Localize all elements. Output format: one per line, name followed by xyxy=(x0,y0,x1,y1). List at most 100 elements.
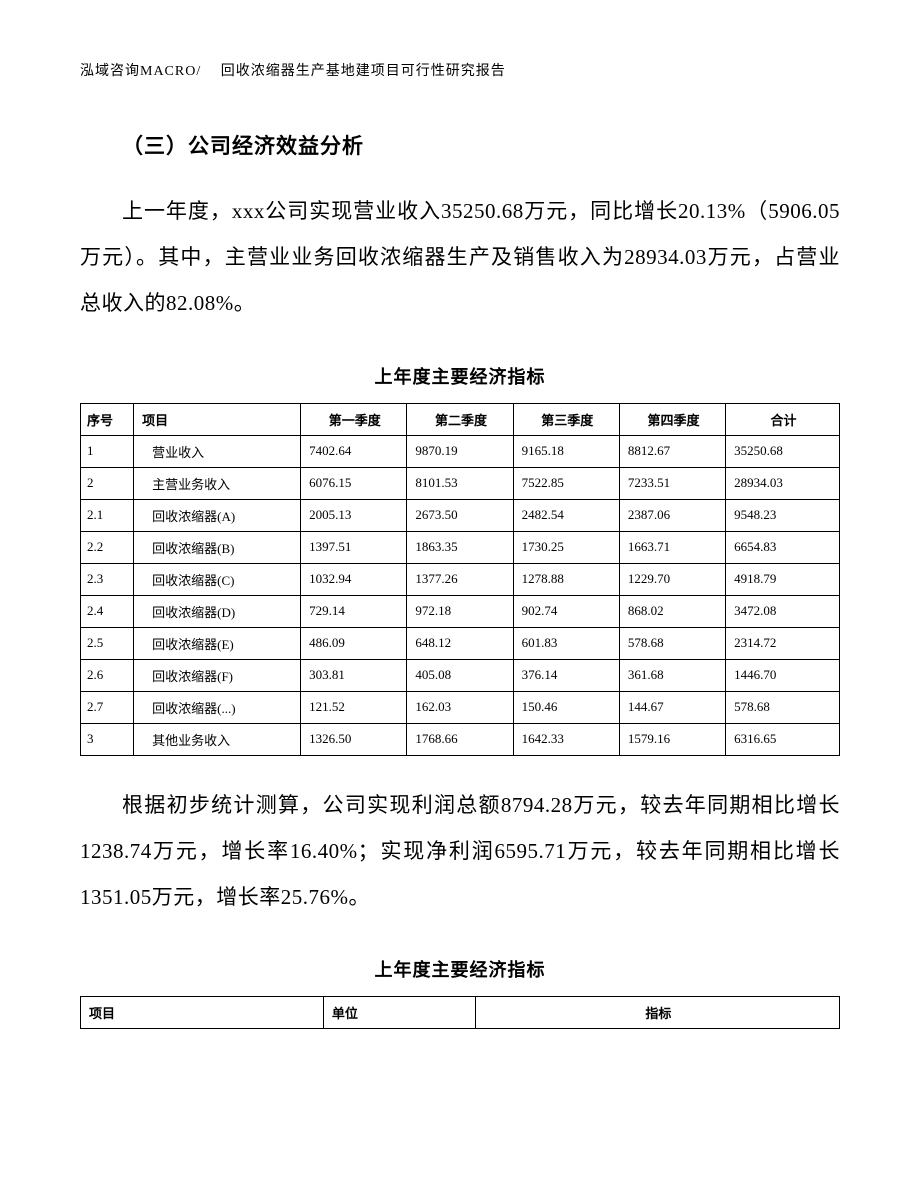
table-cell: 1579.16 xyxy=(619,723,725,755)
table-cell: 1 xyxy=(81,435,134,467)
table-cell: 回收浓缩器(F) xyxy=(134,659,301,691)
economic-indicators-table-2: 项目 单位 指标 xyxy=(80,996,840,1029)
table1-header-cell: 项目 xyxy=(134,403,301,435)
table1-header-cell: 第一季度 xyxy=(301,403,407,435)
table1-header-cell: 合计 xyxy=(726,403,840,435)
table1-header-cell: 序号 xyxy=(81,403,134,435)
table-cell: 361.68 xyxy=(619,659,725,691)
table-cell: 578.68 xyxy=(619,627,725,659)
page-header: 泓域咨询MACRO/ 回收浓缩器生产基地建项目可行性研究报告 xyxy=(80,60,840,80)
table-row: 2.2回收浓缩器(B)1397.511863.351730.251663.716… xyxy=(81,531,840,563)
table-cell: 303.81 xyxy=(301,659,407,691)
table-row: 2.7回收浓缩器(...)121.52162.03150.46144.67578… xyxy=(81,691,840,723)
table-cell: 1326.50 xyxy=(301,723,407,755)
table2-header-cell: 单位 xyxy=(323,997,475,1029)
table-row: 3其他业务收入1326.501768.661642.331579.166316.… xyxy=(81,723,840,755)
table-cell: 1863.35 xyxy=(407,531,513,563)
table-cell: 1730.25 xyxy=(513,531,619,563)
table-cell: 1229.70 xyxy=(619,563,725,595)
table-cell: 2314.72 xyxy=(726,627,840,659)
table-cell: 729.14 xyxy=(301,595,407,627)
table-cell: 6316.65 xyxy=(726,723,840,755)
table-cell: 回收浓缩器(C) xyxy=(134,563,301,595)
table-cell: 2.7 xyxy=(81,691,134,723)
table-cell: 1377.26 xyxy=(407,563,513,595)
table-cell: 回收浓缩器(B) xyxy=(134,531,301,563)
table1-title: 上年度主要经济指标 xyxy=(80,363,840,389)
table-cell: 2.2 xyxy=(81,531,134,563)
table1-body: 1营业收入7402.649870.199165.188812.6735250.6… xyxy=(81,435,840,755)
paragraph-2: 根据初步统计测算，公司实现利润总额8794.28万元，较去年同期相比增长1238… xyxy=(80,782,840,921)
table-cell: 2387.06 xyxy=(619,499,725,531)
table-cell: 601.83 xyxy=(513,627,619,659)
table-cell: 648.12 xyxy=(407,627,513,659)
paragraph-1: 上一年度，xxx公司实现营业收入35250.68万元，同比增长20.13%（59… xyxy=(80,188,840,327)
table-cell: 28934.03 xyxy=(726,467,840,499)
table2-header-cell: 项目 xyxy=(81,997,324,1029)
table-cell: 150.46 xyxy=(513,691,619,723)
table-cell: 6076.15 xyxy=(301,467,407,499)
table-cell: 回收浓缩器(...) xyxy=(134,691,301,723)
table-cell: 8812.67 xyxy=(619,435,725,467)
table-cell: 回收浓缩器(E) xyxy=(134,627,301,659)
table-cell: 2.4 xyxy=(81,595,134,627)
table-cell: 1032.94 xyxy=(301,563,407,595)
table-cell: 2.1 xyxy=(81,499,134,531)
table-cell: 2 xyxy=(81,467,134,499)
table-row: 2.6回收浓缩器(F)303.81405.08376.14361.681446.… xyxy=(81,659,840,691)
table-cell: 9165.18 xyxy=(513,435,619,467)
table-cell: 376.14 xyxy=(513,659,619,691)
table-cell: 回收浓缩器(D) xyxy=(134,595,301,627)
table1-header-cell: 第三季度 xyxy=(513,403,619,435)
table-cell: 9548.23 xyxy=(726,499,840,531)
table-cell: 6654.83 xyxy=(726,531,840,563)
table-cell: 9870.19 xyxy=(407,435,513,467)
table-cell: 902.74 xyxy=(513,595,619,627)
table-cell: 7522.85 xyxy=(513,467,619,499)
table-cell: 2.3 xyxy=(81,563,134,595)
table-row: 2主营业务收入6076.158101.537522.857233.5128934… xyxy=(81,467,840,499)
section-title: （三）公司经济效益分析 xyxy=(80,130,840,160)
table-cell: 1768.66 xyxy=(407,723,513,755)
table-cell: 7233.51 xyxy=(619,467,725,499)
table-cell: 2482.54 xyxy=(513,499,619,531)
table2-header-cell: 指标 xyxy=(475,997,839,1029)
table-row: 2.4回收浓缩器(D)729.14972.18902.74868.023472.… xyxy=(81,595,840,627)
table-cell: 1397.51 xyxy=(301,531,407,563)
table-row: 1营业收入7402.649870.199165.188812.6735250.6… xyxy=(81,435,840,467)
table-cell: 8101.53 xyxy=(407,467,513,499)
table-row: 2.3回收浓缩器(C)1032.941377.261278.881229.704… xyxy=(81,563,840,595)
table-row: 2.1回收浓缩器(A)2005.132673.502482.542387.069… xyxy=(81,499,840,531)
table-cell: 2005.13 xyxy=(301,499,407,531)
table-row: 2.5回收浓缩器(E)486.09648.12601.83578.682314.… xyxy=(81,627,840,659)
table-cell: 1446.70 xyxy=(726,659,840,691)
table-cell: 405.08 xyxy=(407,659,513,691)
table-cell: 回收浓缩器(A) xyxy=(134,499,301,531)
economic-indicators-table: 序号 项目 第一季度 第二季度 第三季度 第四季度 合计 1营业收入7402.6… xyxy=(80,403,840,756)
table-cell: 4918.79 xyxy=(726,563,840,595)
table-cell: 1642.33 xyxy=(513,723,619,755)
table-cell: 144.67 xyxy=(619,691,725,723)
table-cell: 3 xyxy=(81,723,134,755)
table-cell: 其他业务收入 xyxy=(134,723,301,755)
table-cell: 972.18 xyxy=(407,595,513,627)
table-cell: 578.68 xyxy=(726,691,840,723)
table-cell: 1278.88 xyxy=(513,563,619,595)
table-cell: 868.02 xyxy=(619,595,725,627)
table-cell: 7402.64 xyxy=(301,435,407,467)
table-cell: 主营业务收入 xyxy=(134,467,301,499)
table-cell: 营业收入 xyxy=(134,435,301,467)
table-cell: 2673.50 xyxy=(407,499,513,531)
table-cell: 35250.68 xyxy=(726,435,840,467)
table-cell: 3472.08 xyxy=(726,595,840,627)
table2-header-row: 项目 单位 指标 xyxy=(81,997,840,1029)
table-cell: 2.5 xyxy=(81,627,134,659)
table1-header-cell: 第二季度 xyxy=(407,403,513,435)
table2-title: 上年度主要经济指标 xyxy=(80,956,840,982)
table-cell: 121.52 xyxy=(301,691,407,723)
table-cell: 2.6 xyxy=(81,659,134,691)
table-cell: 486.09 xyxy=(301,627,407,659)
table-cell: 162.03 xyxy=(407,691,513,723)
table1-header-row: 序号 项目 第一季度 第二季度 第三季度 第四季度 合计 xyxy=(81,403,840,435)
table-cell: 1663.71 xyxy=(619,531,725,563)
